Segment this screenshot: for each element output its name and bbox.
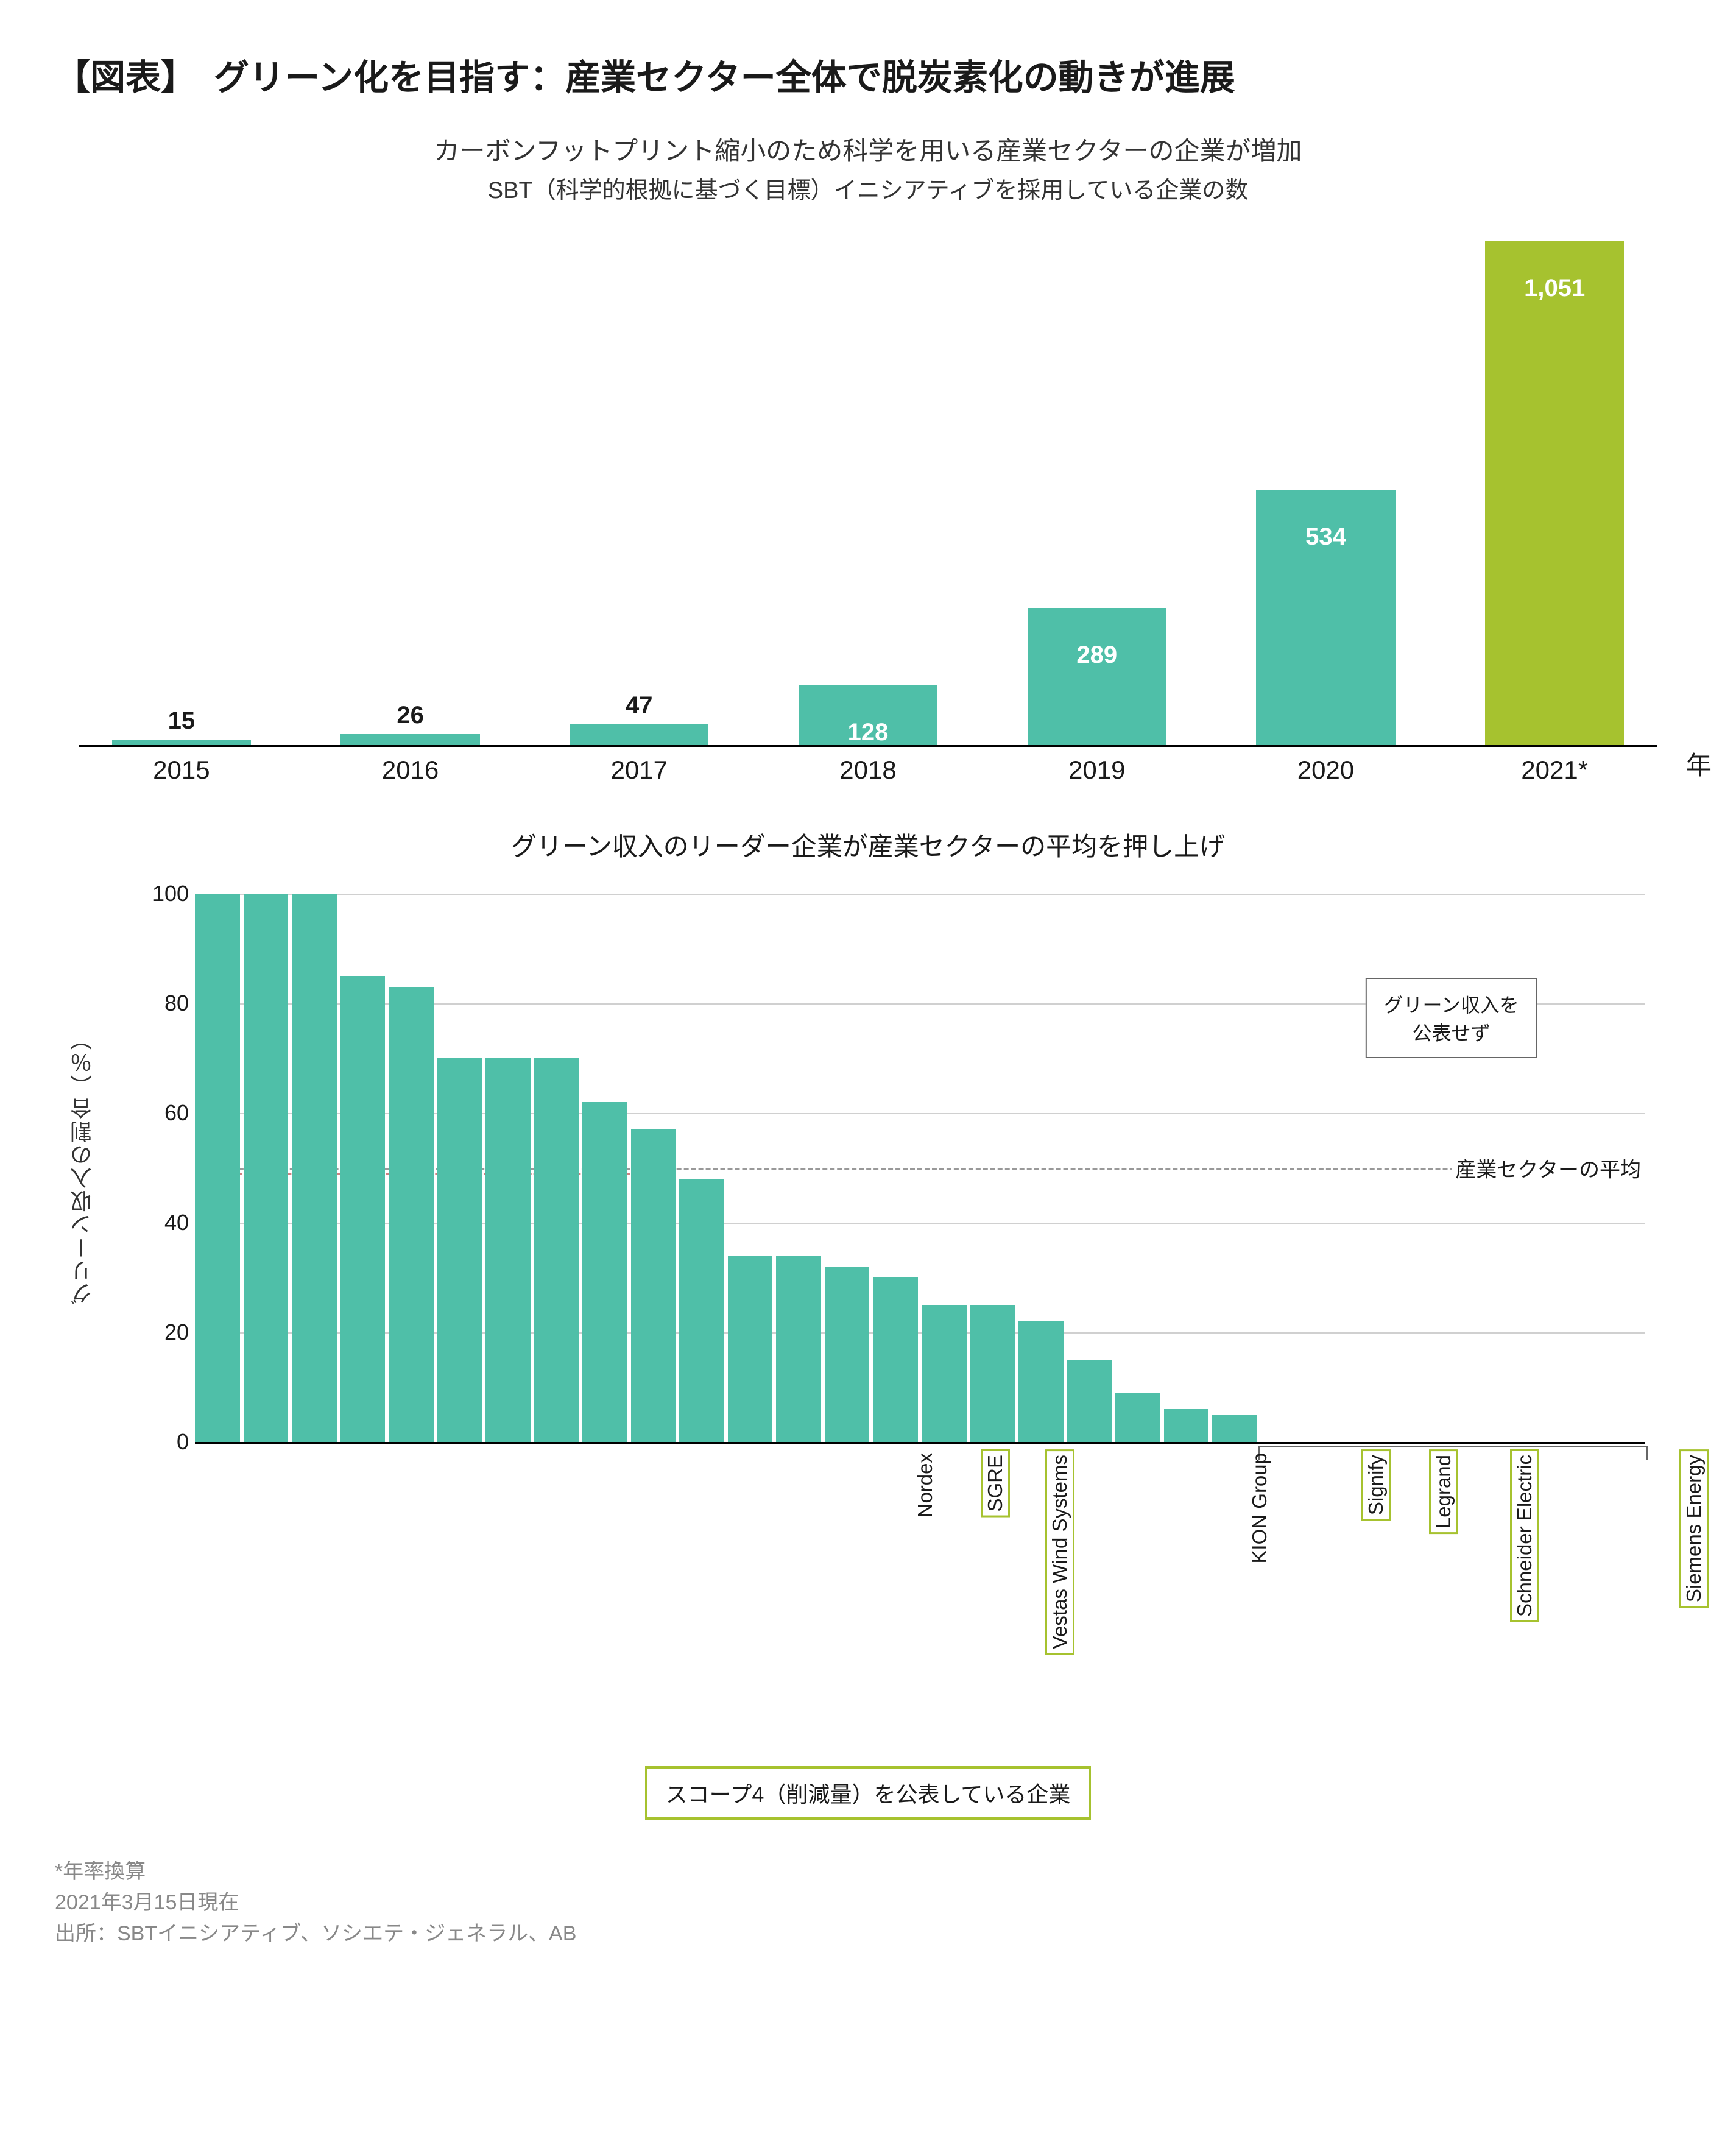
chart2-bar (1067, 1360, 1112, 1442)
chart2-x-label: Nordex (912, 1449, 938, 1521)
chart2-y-tick: 20 (152, 1320, 189, 1345)
chart2-bar (922, 1305, 967, 1442)
chart2-y-tick: 80 (152, 991, 189, 1016)
chart2-bar (728, 1256, 773, 1442)
chart1-x-tick: 2018 (766, 747, 970, 790)
chart1-bar-rect (1485, 241, 1624, 747)
chart1-bar-value: 289 (1076, 641, 1117, 669)
chart2-x-label: Signify (1361, 1449, 1391, 1521)
chart1-x-tick: 2015 (79, 747, 284, 790)
chart2-title: グリーン収入のリーダー企業が産業セクターの平均を押し上げ (55, 826, 1681, 863)
chart2: グリーン収入の割合（％） 020406080100産業セクターの平均グリーン収入… (152, 894, 1645, 1442)
chart1-x-tick: 2016 (308, 747, 513, 790)
footnotes: *年率換算2021年3月15日現在出所：SBTイニシアティブ、ソシエテ・ジェネラ… (55, 1856, 1681, 1949)
chart2-bar (679, 1179, 724, 1442)
chart2-bar (1212, 1415, 1257, 1442)
chart2-x-label: Legrand (1429, 1449, 1458, 1534)
chart2-bar (1018, 1321, 1064, 1442)
chart1-bar: 289 (995, 241, 1199, 747)
chart1-bar: 534 (1224, 241, 1428, 747)
chart2-bar (825, 1267, 870, 1442)
chart1-x-tick: 2020 (1224, 747, 1428, 790)
footnote-line: 出所：SBTイニシアティブ、ソシエテ・ジェネラル、AB (55, 1918, 1681, 1949)
chart1-x-tick: 2019 (995, 747, 1199, 790)
chart2-bar (631, 1129, 676, 1442)
chart2-x-label: Vestas Wind Systems (1045, 1449, 1074, 1655)
chart1-x-unit: 年 (1686, 745, 1712, 782)
chart1-bar-rect (1028, 608, 1166, 747)
chart2-y-tick: 60 (152, 1100, 189, 1126)
chart2-bar (195, 894, 240, 1442)
chart1-bar: 26 (308, 241, 513, 747)
chart2-bar (485, 1058, 531, 1442)
chart2-y-tick: 100 (152, 881, 189, 906)
chart2-bar (1115, 1393, 1160, 1442)
chart1-bar-value: 26 (397, 702, 424, 729)
chart1-bar-value: 47 (626, 692, 653, 719)
chart1-bar-value: 1,051 (1524, 275, 1585, 302)
chart2-y-label: グリーン収入の割合（％） (67, 1031, 99, 1305)
chart2-bar (582, 1102, 627, 1442)
chart1-subtitle-1: カーボンフットプリント縮小のため科学を用いる産業セクターの企業が増加 (55, 130, 1681, 168)
chart1-bar: 128 (766, 241, 970, 747)
chart2-bar (389, 987, 434, 1442)
scope4-legend: スコープ4（削減量）を公表している企業 (55, 1766, 1681, 1820)
chart2-x-label: Siemens Energy (1679, 1449, 1709, 1608)
chart1-bar: 1,051 (1452, 241, 1657, 747)
chart2-bar (1164, 1409, 1209, 1442)
footnote-line: 2021年3月15日現在 (55, 1887, 1681, 1918)
chart1-bar-value: 15 (168, 707, 196, 735)
chart2-bar (437, 1058, 482, 1442)
chart2-bar (292, 894, 337, 1442)
chart1-bar-value: 534 (1305, 523, 1346, 551)
chart1-x-tick: 2021* (1452, 747, 1657, 790)
chart1-bar-rect (570, 724, 708, 747)
chart1-subtitle-2: SBT（科学的根拠に基づく目標）イニシアティブを採用している企業の数 (55, 171, 1681, 205)
chart1: 1526471282895341,051 年 20152016201720182… (79, 241, 1657, 790)
footnote-line: *年率換算 (55, 1856, 1681, 1887)
chart1-bar: 47 (537, 241, 741, 747)
chart2-bar (244, 894, 289, 1442)
scope4-legend-text: スコープ4（削減量）を公表している企業 (645, 1766, 1092, 1820)
chart2-y-tick: 40 (152, 1210, 189, 1235)
chart2-bar (970, 1305, 1015, 1442)
chart2-x-label: SGRE (981, 1449, 1010, 1518)
chart2-x-label: KION Group (1247, 1449, 1272, 1567)
chart1-bar: 15 (79, 241, 284, 747)
chart2-bar (873, 1277, 918, 1442)
main-title: 【図表】 グリーン化を目指す：産業セクター全体で脱炭素化の動きが進展 (55, 49, 1681, 100)
chart2-x-label: Schneider Electric (1510, 1449, 1539, 1622)
chart1-bar-value: 128 (848, 719, 889, 746)
chart1-x-tick: 2017 (537, 747, 741, 790)
chart2-bar (534, 1058, 579, 1442)
chart2-bar (776, 1256, 821, 1442)
chart2-bar (340, 976, 386, 1442)
